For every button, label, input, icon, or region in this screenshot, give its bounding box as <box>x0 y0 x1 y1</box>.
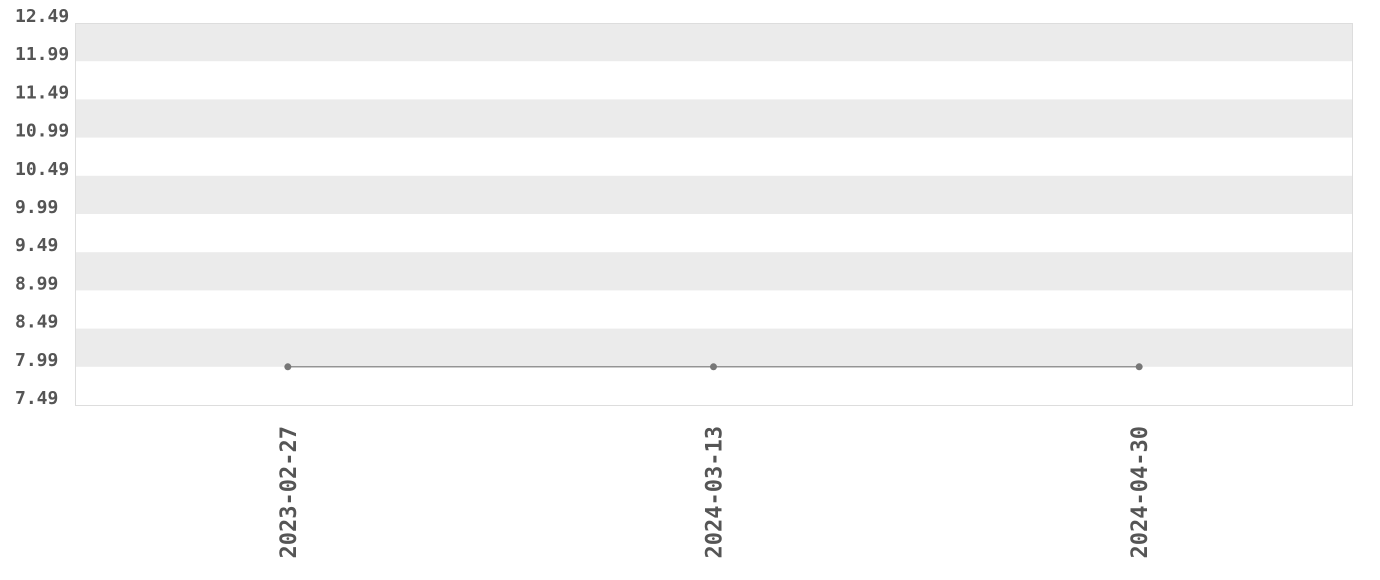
x-tick-label: 2024-04-30 <box>1128 426 1153 558</box>
y-tick-label: 10.99 <box>15 121 69 142</box>
y-tick-label: 12.49 <box>15 6 69 27</box>
y-tick-label: 9.49 <box>15 235 58 256</box>
y-tick-label: 7.49 <box>15 388 58 409</box>
x-tick-label: 2024-03-13 <box>703 426 728 558</box>
y-tick-label: 10.49 <box>15 159 69 180</box>
point <box>710 363 717 371</box>
y-tick-label: 11.99 <box>15 44 69 65</box>
y-tick-label: 9.99 <box>15 197 58 218</box>
x-tick-label: 2023-02-27 <box>277 426 302 558</box>
bands <box>75 23 1352 367</box>
y-tick-label: 11.49 <box>15 82 69 103</box>
point <box>1135 363 1143 371</box>
y-tick-label: 8.49 <box>15 312 58 333</box>
y-tick-label: 8.99 <box>15 273 58 294</box>
grid-band <box>75 252 1352 291</box>
plot-border <box>75 23 1353 406</box>
grid-band <box>75 175 1352 214</box>
point <box>284 363 292 371</box>
grid-band <box>75 23 1352 62</box>
grid-band <box>75 99 1352 138</box>
y-tick-label: 7.99 <box>15 350 58 371</box>
grid-band <box>75 328 1352 367</box>
